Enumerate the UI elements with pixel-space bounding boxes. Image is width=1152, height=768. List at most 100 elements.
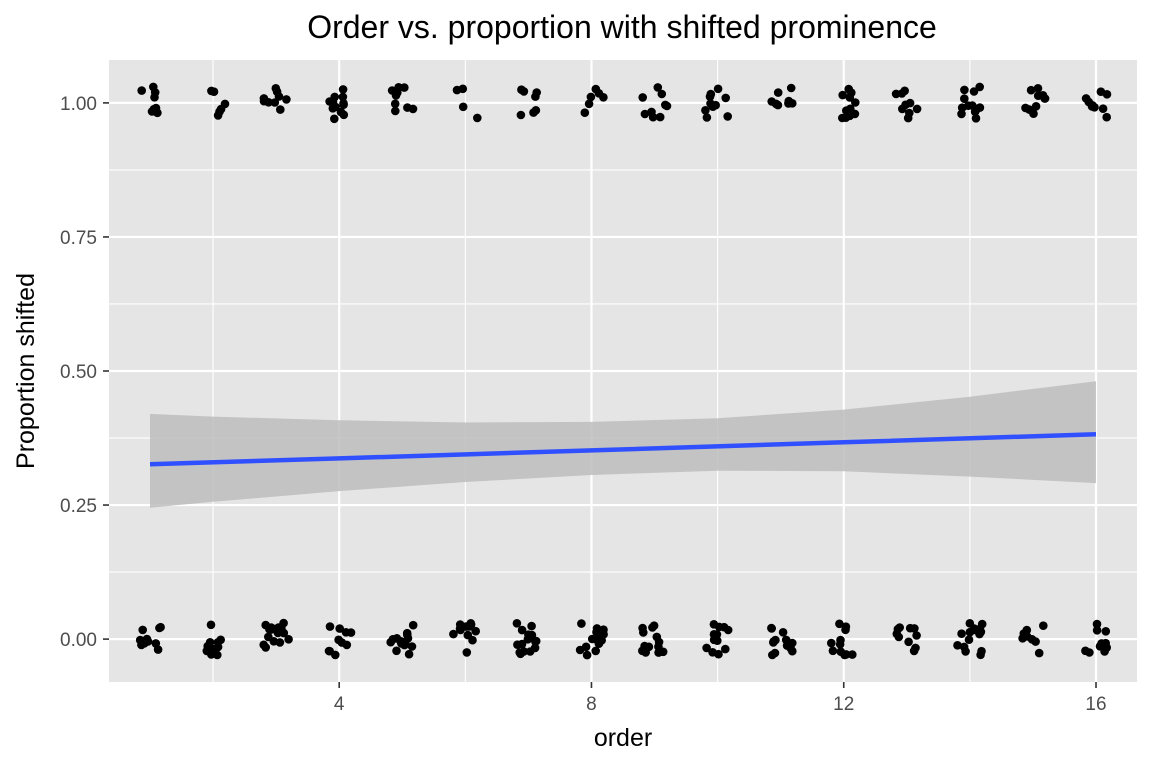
data-point — [209, 87, 219, 96]
data-point — [1029, 109, 1038, 118]
data-point — [213, 650, 222, 660]
data-point — [150, 88, 160, 97]
data-point — [658, 647, 668, 657]
data-point — [1018, 634, 1027, 643]
data-point — [975, 82, 984, 92]
data-point — [1098, 104, 1108, 113]
data-point — [960, 94, 969, 103]
data-point — [404, 649, 414, 659]
data-point — [784, 96, 794, 106]
data-point — [1033, 84, 1043, 93]
data-point — [1102, 90, 1112, 99]
data-point — [767, 624, 776, 633]
data-point — [706, 89, 716, 99]
data-point — [147, 107, 157, 116]
data-point — [213, 642, 223, 652]
data-point — [512, 619, 522, 628]
confidence-band-layer — [150, 381, 1096, 508]
data-point — [391, 106, 400, 116]
data-point — [597, 636, 606, 645]
data-point — [599, 93, 608, 102]
data-point — [259, 640, 269, 650]
axes: 4 8 12 16 0.00 0.25 0.50 0.75 1.00 — [60, 94, 1107, 715]
data-point — [408, 104, 418, 114]
data-point — [653, 83, 663, 92]
x-tick-label: 16 — [1085, 694, 1106, 715]
data-point — [957, 629, 966, 638]
data-point — [591, 84, 601, 94]
data-point — [977, 619, 987, 629]
data-point — [960, 85, 969, 95]
data-point — [516, 110, 526, 120]
data-point — [964, 635, 974, 644]
data-point — [965, 619, 975, 628]
data-point — [655, 112, 665, 122]
data-point — [461, 622, 471, 631]
data-point — [206, 620, 216, 630]
data-point — [835, 640, 845, 649]
data-point — [1026, 85, 1036, 95]
data-point — [1101, 627, 1111, 636]
data-point — [513, 640, 522, 649]
data-point — [898, 104, 907, 114]
data-point — [841, 622, 851, 631]
data-point — [1031, 637, 1040, 646]
data-point — [393, 88, 402, 97]
data-point — [953, 641, 962, 650]
y-tick-label: 1.00 — [60, 94, 97, 115]
data-point — [408, 620, 418, 630]
data-point — [957, 109, 966, 119]
data-point — [330, 114, 339, 124]
data-point — [1095, 642, 1105, 651]
data-point — [265, 625, 274, 634]
data-point — [284, 635, 293, 644]
x-tick-label: 8 — [586, 694, 597, 715]
data-point — [282, 95, 291, 104]
data-point — [713, 84, 723, 94]
data-point — [270, 98, 280, 107]
data-point — [769, 638, 778, 647]
data-point — [778, 628, 788, 637]
data-point — [838, 90, 847, 100]
data-point — [1081, 94, 1091, 103]
data-point — [1034, 648, 1044, 658]
x-tick-label: 12 — [833, 694, 854, 715]
data-point — [897, 89, 907, 98]
data-point — [640, 109, 650, 119]
data-point — [138, 625, 147, 635]
data-point — [580, 108, 590, 117]
data-point — [206, 643, 216, 653]
data-point — [851, 98, 860, 107]
data-point — [702, 113, 712, 122]
trend-line — [149, 432, 1097, 467]
data-point — [156, 622, 165, 632]
data-point — [338, 92, 348, 102]
data-point — [137, 86, 146, 95]
data-point — [905, 623, 915, 633]
data-point — [390, 99, 400, 109]
data-point — [335, 624, 345, 633]
data-point — [471, 626, 481, 636]
data-point — [773, 100, 783, 110]
data-point — [773, 88, 783, 97]
x-tick-label: 4 — [334, 694, 345, 715]
data-point — [274, 92, 284, 101]
data-point — [1081, 646, 1090, 656]
data-point — [828, 646, 838, 656]
data-point — [325, 97, 334, 106]
data-point — [462, 648, 472, 657]
data-point — [274, 623, 283, 632]
data-point — [336, 107, 346, 117]
data-point — [519, 87, 529, 96]
data-point — [1039, 621, 1048, 630]
data-point — [638, 93, 647, 102]
data-point — [392, 646, 401, 656]
chart-title: Order vs. proportion with shifted promin… — [307, 9, 937, 45]
data-point — [137, 640, 146, 650]
y-tick-label: 0.00 — [60, 630, 97, 651]
data-point — [473, 113, 482, 123]
data-point — [153, 645, 163, 654]
y-axis-title: Proportion shifted — [12, 273, 40, 469]
data-point — [271, 84, 281, 93]
